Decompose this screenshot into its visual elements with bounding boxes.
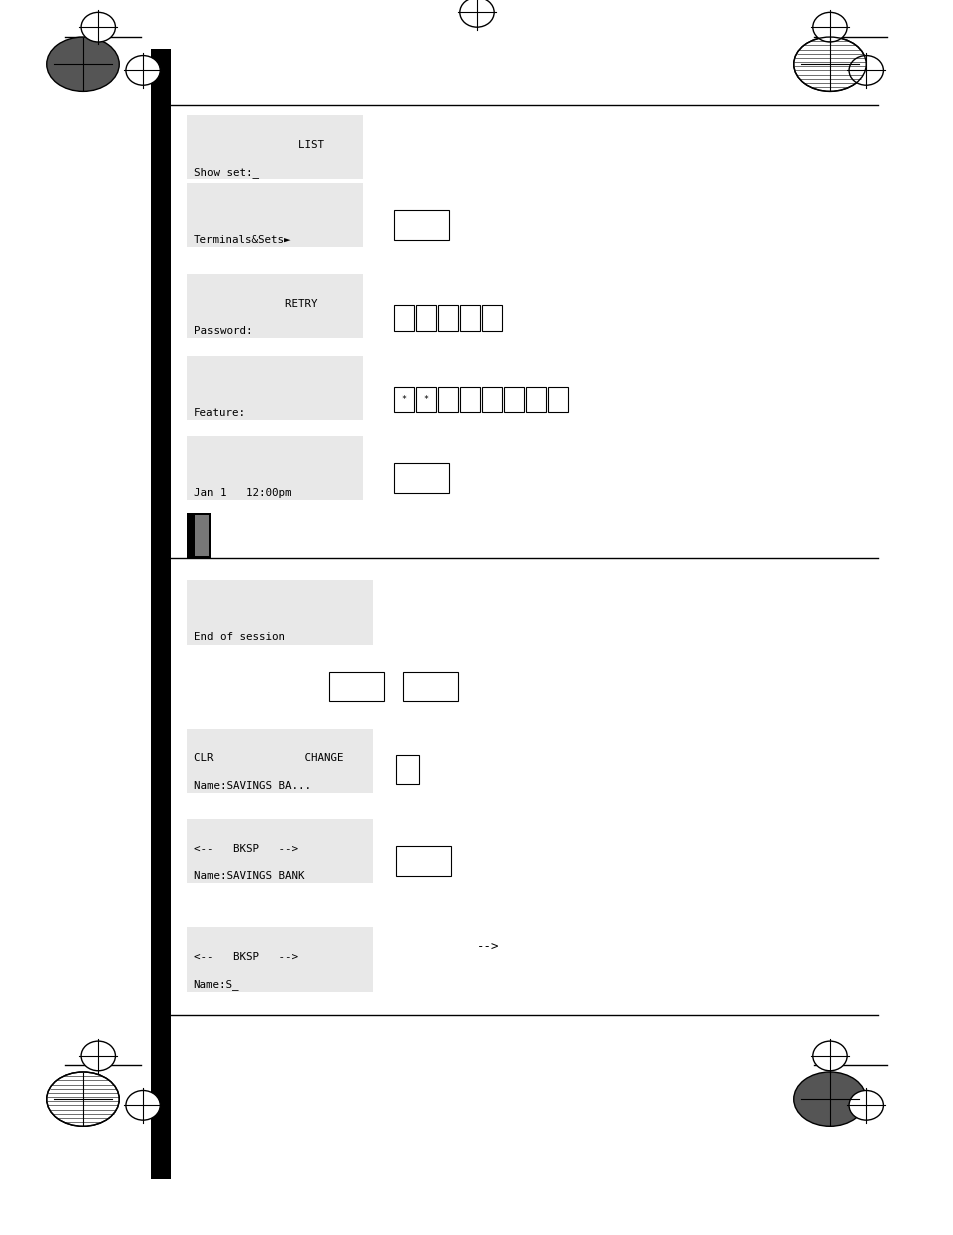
Bar — [187, 580, 373, 645]
Text: *: * — [423, 395, 428, 404]
Bar — [395, 755, 418, 784]
Bar — [402, 672, 457, 701]
Text: -->: --> — [476, 941, 499, 953]
Bar — [187, 436, 363, 500]
Ellipse shape — [459, 0, 494, 27]
Text: LIST: LIST — [193, 140, 323, 149]
Ellipse shape — [81, 1041, 115, 1071]
Bar — [459, 305, 479, 331]
Ellipse shape — [47, 1072, 119, 1126]
Bar — [394, 387, 414, 412]
Text: <--   BKSP   -->: <-- BKSP --> — [193, 952, 297, 962]
Bar — [329, 672, 384, 701]
Bar — [187, 183, 363, 247]
Bar — [395, 846, 451, 876]
Ellipse shape — [848, 1091, 882, 1120]
Bar — [187, 729, 373, 793]
Bar — [416, 387, 436, 412]
Text: Terminals&Sets►: Terminals&Sets► — [193, 235, 291, 245]
Bar — [394, 463, 449, 493]
Text: *: * — [401, 395, 406, 404]
Bar — [437, 305, 457, 331]
Bar — [194, 515, 209, 556]
Bar — [167, 49, 171, 1179]
Bar — [547, 387, 567, 412]
Text: Show set:_: Show set:_ — [193, 167, 258, 178]
Bar — [187, 356, 363, 420]
Bar — [459, 387, 479, 412]
Bar — [187, 115, 363, 179]
Ellipse shape — [812, 12, 846, 42]
Text: Name:SAVINGS BANK: Name:SAVINGS BANK — [193, 871, 304, 881]
Bar — [503, 387, 523, 412]
Bar — [187, 819, 373, 883]
Text: <--   BKSP   -->: <-- BKSP --> — [193, 844, 297, 853]
Bar — [481, 387, 501, 412]
Text: Password:: Password: — [193, 326, 252, 336]
Ellipse shape — [848, 56, 882, 85]
Bar — [187, 927, 373, 992]
Bar — [416, 305, 436, 331]
Text: Name:S_: Name:S_ — [193, 979, 239, 990]
Bar — [394, 305, 414, 331]
Ellipse shape — [793, 37, 865, 91]
Ellipse shape — [793, 1072, 865, 1126]
Ellipse shape — [126, 56, 160, 85]
Text: End of session: End of session — [193, 632, 284, 642]
Ellipse shape — [81, 12, 115, 42]
Ellipse shape — [812, 1041, 846, 1071]
Bar — [394, 210, 449, 240]
Bar — [481, 305, 501, 331]
Text: CLR              CHANGE: CLR CHANGE — [193, 753, 343, 763]
Text: Feature:: Feature: — [193, 408, 246, 417]
Text: Name:SAVINGS BA...: Name:SAVINGS BA... — [193, 781, 311, 790]
Bar — [525, 387, 545, 412]
Bar — [187, 513, 211, 559]
Ellipse shape — [126, 1091, 160, 1120]
Bar — [437, 387, 457, 412]
Text: Jan 1   12:00pm: Jan 1 12:00pm — [193, 488, 291, 498]
Bar — [151, 49, 167, 1179]
Ellipse shape — [47, 37, 119, 91]
Bar — [187, 274, 363, 338]
Text: RETRY: RETRY — [193, 299, 316, 309]
